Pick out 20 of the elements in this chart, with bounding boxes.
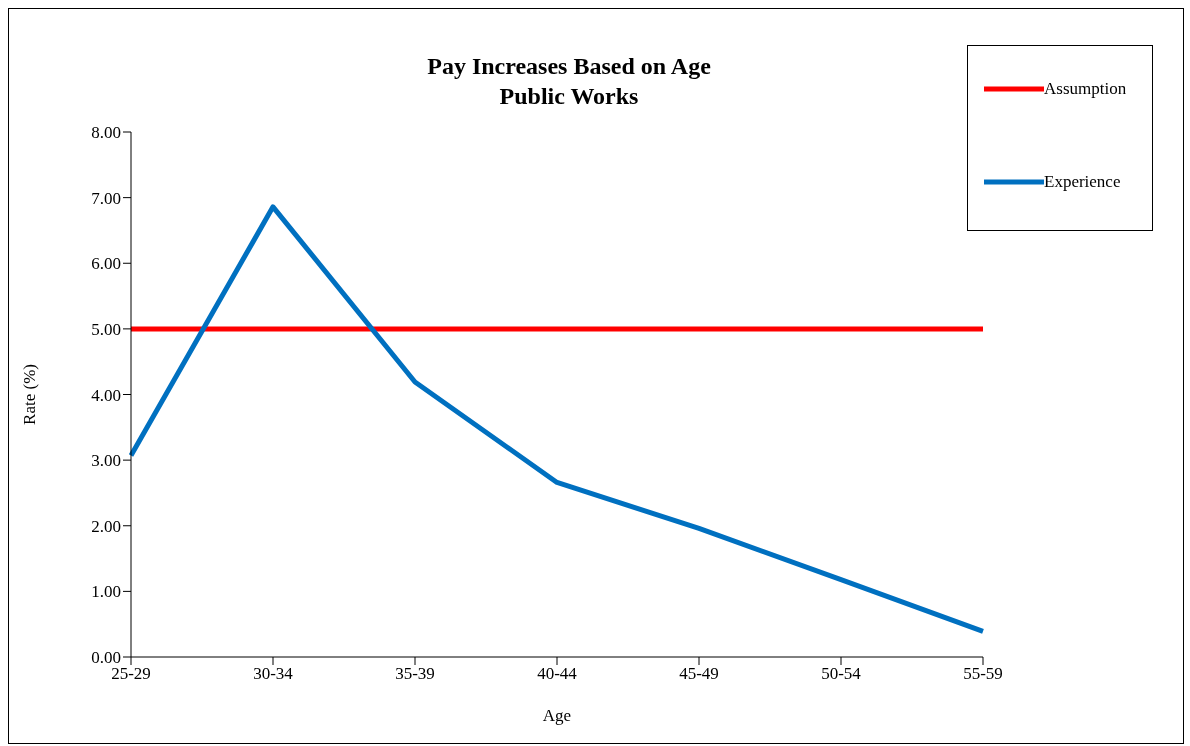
legend-label: Experience	[1044, 171, 1121, 192]
x-tick-label: 35-39	[395, 664, 435, 684]
y-axis-title: Rate (%)	[20, 364, 40, 425]
x-tick-label: 55-59	[963, 664, 1003, 684]
y-tick-label: 8.00	[91, 123, 121, 143]
x-axis-title: Age	[542, 706, 572, 725]
y-tick-label: 3.00	[91, 451, 121, 471]
y-tick-label: 4.00	[91, 385, 121, 405]
y-tick-label: 7.00	[91, 188, 121, 208]
x-tick-label: 40-44	[537, 664, 578, 684]
y-tick-label: 6.00	[91, 254, 121, 274]
x-tick-label: 50-54	[821, 664, 862, 684]
chart-subtitle: Public Works	[499, 83, 639, 109]
y-tick-label: 1.00	[91, 582, 121, 602]
legend-label: Assumption	[1044, 78, 1127, 99]
y-tick-label: 2.00	[91, 516, 121, 536]
y-tick-label: 5.00	[91, 319, 121, 339]
x-tick-label: 45-49	[679, 664, 719, 684]
chart-title: Pay Increases Based on Age	[427, 53, 711, 79]
x-tick-label: 30-34	[253, 664, 294, 684]
